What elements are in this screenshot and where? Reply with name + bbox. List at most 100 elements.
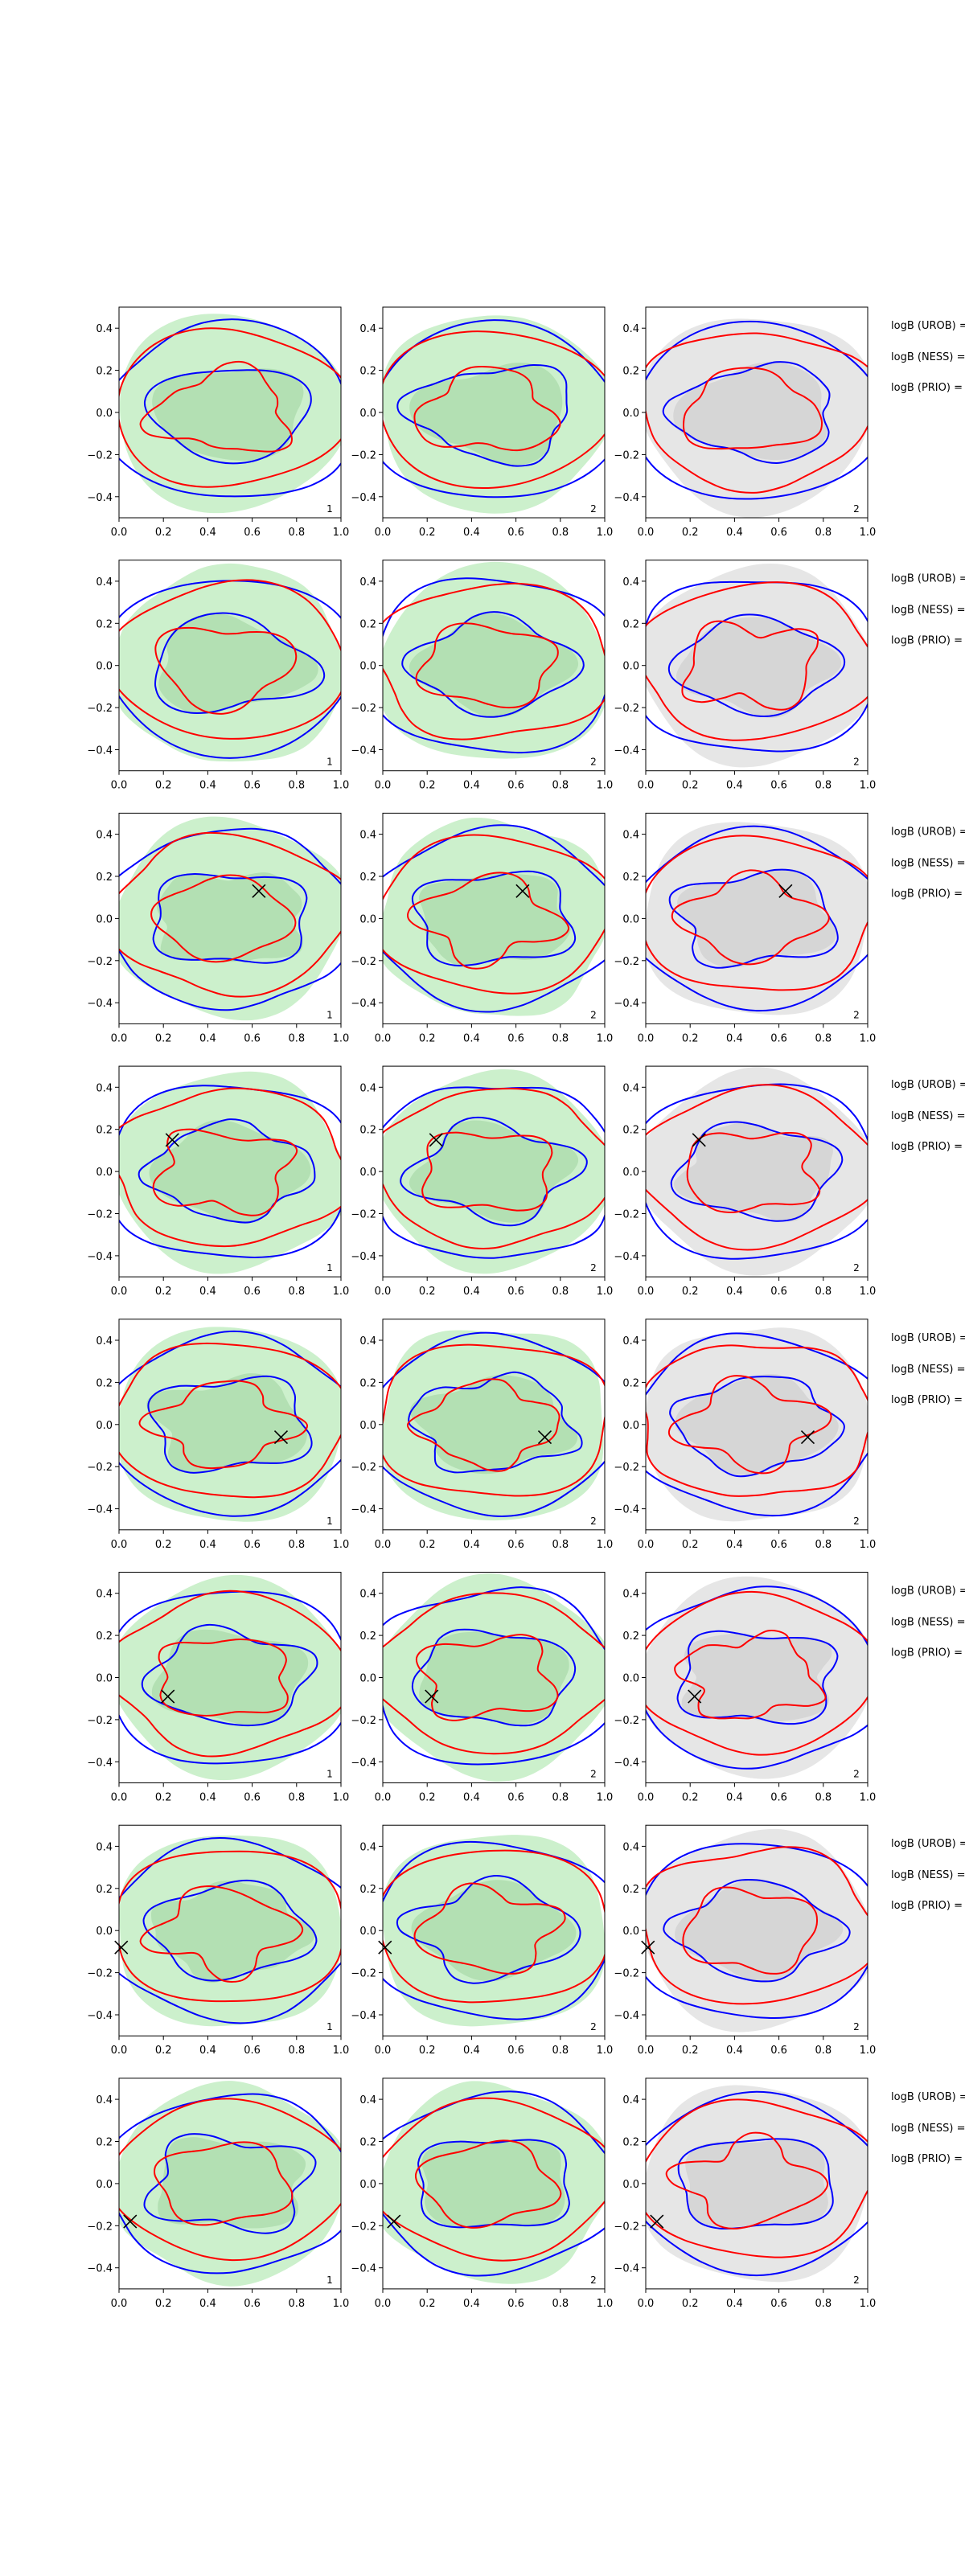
y-tick-label: 0.0 (359, 1673, 376, 1685)
y-tick-label: −0.4 (87, 2263, 113, 2275)
x-marker (252, 884, 266, 898)
x-tick-label: 0.4 (726, 2045, 743, 2057)
blue-contour-inner (396, 363, 569, 467)
x-tick-label: 0.6 (770, 2045, 787, 2057)
x-tick-label: 0.0 (638, 1539, 655, 1551)
x-tick-label: 0.8 (288, 780, 305, 792)
panel-label: 2 (853, 2021, 860, 2032)
x-tick-label: 1.0 (597, 2045, 614, 2057)
y-tick-label: −0.2 (614, 1462, 639, 1474)
y-tick-label: 0.2 (96, 618, 113, 630)
y-tick-label: 0.2 (622, 1125, 639, 1137)
x-marker (537, 1430, 552, 1445)
panel-r5-c1: 0.0 0.2 0.4 0.6 0.8 1.0 0.4 0.2 0.0 −0.2 −0.4 1 (87, 1319, 350, 1551)
blue-contour-inner (141, 1623, 318, 1727)
x-tick-label: 0.0 (375, 1286, 392, 1298)
x-tick-label: 0.4 (463, 1539, 480, 1551)
panel-label: 2 (590, 2275, 597, 2286)
x-tick-label: 0.8 (815, 1792, 832, 1804)
logb-annotation: logB (UROB) = (891, 573, 965, 585)
x-tick-label: 1.0 (333, 1032, 350, 1044)
red-contour-outer (646, 332, 868, 494)
y-tick-label: 0.0 (96, 1167, 113, 1179)
x-tick-label: 0.0 (375, 527, 392, 539)
x-tick-label: 0.8 (815, 1286, 832, 1298)
x-tick-label: 1.0 (860, 780, 877, 792)
red-contour-inner (415, 1634, 559, 1721)
y-tick-label: 0.2 (359, 366, 376, 378)
panel-r6-c1: 0.0 0.2 0.4 0.6 0.8 1.0 0.4 0.2 0.0 −0.2 −0.4 1 (87, 1572, 350, 1804)
x-tick-label: 0.0 (111, 2298, 128, 2310)
blue-contour-inner (147, 1375, 313, 1474)
panel-plot-area (383, 561, 605, 759)
density-fill-inner (685, 2139, 828, 2228)
x-tick-label: 0.2 (419, 1286, 436, 1298)
x-tick-label: 0.6 (770, 780, 787, 792)
y-tick-label: −0.2 (614, 956, 639, 968)
y-tick-label: 0.0 (96, 661, 113, 673)
x-tick-label: 0.8 (815, 1539, 832, 1551)
x-marker (650, 2214, 664, 2229)
x-marker (425, 1689, 439, 1704)
y-tick-label: 0.2 (96, 1125, 113, 1137)
x-tick-label: 0.4 (726, 1539, 743, 1551)
panel-plot-area (646, 564, 868, 768)
x-tick-label: 1.0 (333, 2298, 350, 2310)
blue-contour-outer (646, 320, 868, 500)
panel-r8-c1: 0.0 0.2 0.4 0.6 0.8 1.0 0.4 0.2 0.0 −0.2 −0.4 1 (87, 2078, 350, 2310)
x-tick-label: 0.6 (507, 1792, 524, 1804)
x-tick-label: 0.0 (111, 1792, 128, 1804)
logb-annotation: logB (UROB) = (891, 1585, 965, 1598)
blue-contour-inner (411, 1628, 577, 1727)
panel-label: 1 (326, 757, 333, 768)
x-tick-label: 0.0 (638, 1286, 655, 1298)
blue-contour-inner (668, 868, 839, 969)
x-tick-label: 0.6 (244, 780, 261, 792)
x-tick-label: 1.0 (333, 1792, 350, 1804)
red-contour-outer (646, 1344, 868, 1497)
panel-r2-c1: 0.0 0.2 0.4 0.6 0.8 1.0 0.4 0.2 0.0 −0.2 −0.4 1 (87, 560, 349, 792)
red-contour-outer (383, 834, 605, 995)
y-tick-label: −0.4 (87, 745, 113, 757)
x-tick-label: 0.8 (552, 780, 569, 792)
red-contour-inner (674, 1630, 827, 1720)
panel-r3-c2: 0.0 0.2 0.4 0.6 0.8 1.0 0.4 0.2 0.0 −0.2 −0.4 2 (351, 812, 613, 1044)
red-contour-outer (119, 1850, 341, 2003)
y-tick-label: −0.4 (351, 998, 376, 1010)
y-tick-label: 0.0 (359, 1167, 376, 1179)
y-tick-label: −0.2 (351, 1715, 376, 1727)
y-tick-label: 0.0 (359, 913, 376, 925)
panel-r7-c3: 0.0 0.2 0.4 0.6 0.8 1.0 0.4 0.2 0.0 −0.2 −0.4 2 (614, 1824, 876, 2057)
x-tick-label: 0.0 (638, 1032, 655, 1044)
y-tick-label: −0.2 (351, 1968, 376, 1980)
logb-annotation: logB (PRIO) = (891, 1900, 963, 1912)
blue-contour-inner (152, 873, 308, 964)
x-tick-label: 1.0 (597, 1792, 614, 1804)
y-tick-label: 0.0 (96, 1420, 113, 1432)
x-tick-label: 1.0 (860, 1032, 877, 1044)
y-tick-label: 0.4 (622, 576, 639, 589)
y-tick-label: −0.4 (87, 492, 113, 504)
x-tick-label: 1.0 (333, 1539, 350, 1551)
panel-plot-area (383, 315, 605, 514)
x-tick-label: 1.0 (597, 2298, 614, 2310)
y-tick-label: 0.2 (96, 1884, 113, 1896)
y-tick-label: 0.0 (96, 408, 113, 420)
red-contour-inner (407, 872, 570, 970)
panel-label: 2 (590, 1009, 597, 1020)
x-tick-label: 0.6 (770, 1792, 787, 1804)
red-contour-inner (667, 1375, 832, 1475)
x-tick-label: 0.2 (155, 1286, 172, 1298)
red-contour-outer (119, 579, 341, 740)
y-tick-label: 0.4 (96, 323, 113, 335)
x-tick-label: 0.4 (463, 1032, 480, 1044)
x-tick-label: 0.2 (419, 1792, 436, 1804)
x-marker (387, 2214, 401, 2229)
x-tick-label: 0.6 (507, 1286, 524, 1298)
logb-annotation: logB (PRIO) = (891, 1394, 963, 1406)
x-tick-label: 0.8 (815, 2045, 832, 2057)
x-tick-label: 1.0 (860, 1792, 877, 1804)
x-tick-label: 0.8 (552, 1286, 569, 1298)
x-tick-label: 1.0 (597, 1286, 614, 1298)
